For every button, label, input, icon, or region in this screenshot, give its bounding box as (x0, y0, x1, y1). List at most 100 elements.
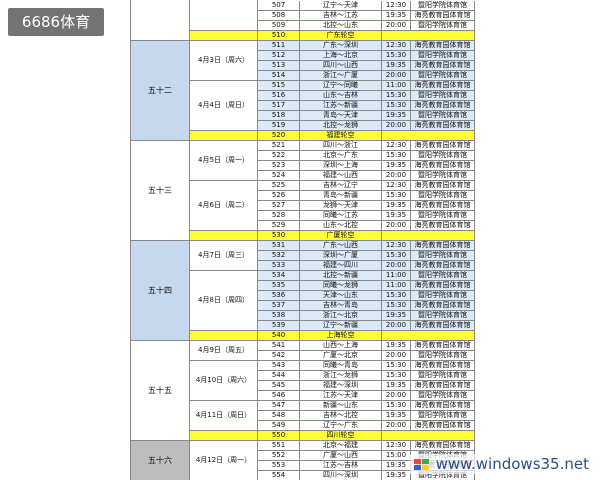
matchup: 浙江～龙狮 (300, 371, 382, 381)
time: 19:35 (382, 381, 411, 391)
bye-team: 上海轮空 (300, 331, 382, 341)
round: 五十二 (130, 41, 190, 141)
venue: 海亮教育园体育馆 (411, 121, 475, 131)
matchup: 辽宁～天津 (300, 1, 382, 11)
game-number: 511 (258, 41, 300, 51)
bye-row (382, 431, 475, 441)
time: 20:00 (382, 421, 411, 431)
time: 20:00 (382, 171, 411, 181)
bye-row (190, 131, 258, 141)
venue: 海亮教育园体育馆 (411, 401, 475, 411)
matchup: 同曦～龙狮 (300, 281, 382, 291)
game-number: 512 (258, 51, 300, 61)
matchup: 天津～山东 (300, 291, 382, 301)
time: 12:30 (382, 41, 411, 51)
time: 20:00 (382, 391, 411, 401)
time: 15:30 (382, 91, 411, 101)
matchup: 青岛～新疆 (300, 191, 382, 201)
game-number: 546 (258, 391, 300, 401)
game-number: 520 (258, 131, 300, 141)
time: 15:30 (382, 51, 411, 61)
game-number: 541 (258, 341, 300, 351)
game-number: 509 (258, 21, 300, 31)
matchup: 广东～深圳 (300, 41, 382, 51)
time: 19:35 (382, 11, 411, 21)
time: 15:30 (382, 371, 411, 381)
time: 15:30 (382, 151, 411, 161)
venue: 暨阳学院体育馆 (411, 71, 475, 81)
round (130, 0, 190, 41)
game-number: 534 (258, 271, 300, 281)
game-number: 515 (258, 81, 300, 91)
matchup: 辽宁～新疆 (300, 321, 382, 331)
time: 20:00 (382, 221, 411, 231)
time: 20:00 (382, 21, 411, 31)
matchup: 龙狮～天津 (300, 201, 382, 211)
time: 19:35 (382, 461, 411, 471)
time: 15:30 (382, 191, 411, 201)
game-number: 519 (258, 121, 300, 131)
date: 4月6日（周二） (190, 181, 258, 231)
venue: 海亮教育园体育馆 (411, 381, 475, 391)
venue: 海亮教育园体育馆 (411, 41, 475, 51)
venue: 海亮教育园体育馆 (411, 241, 475, 251)
bye-row (190, 431, 258, 441)
matchup: 四川～浙江 (300, 141, 382, 151)
venue: 暨阳学院体育馆 (411, 191, 475, 201)
matchup: 吉林～江苏 (300, 11, 382, 21)
time: 15:30 (382, 291, 411, 301)
matchup: 同曦～江苏 (300, 211, 382, 221)
venue: 海亮教育园体育馆 (411, 441, 475, 451)
venue: 暨阳学院体育馆 (411, 351, 475, 361)
bye-row (382, 131, 475, 141)
game-number: 548 (258, 411, 300, 421)
venue: 暨阳学院体育馆 (411, 51, 475, 61)
venue: 暨阳学院体育馆 (411, 111, 475, 121)
matchup: 上海～北京 (300, 51, 382, 61)
venue: 海亮教育园体育馆 (411, 81, 475, 91)
matchup: 江苏～新疆 (300, 101, 382, 111)
venue: 暨阳学院体育馆 (411, 371, 475, 381)
bye-team: 广东轮空 (300, 31, 382, 41)
game-number: 544 (258, 371, 300, 381)
logo (413, 458, 429, 470)
game-number: 514 (258, 71, 300, 81)
matchup: 北控～新疆 (300, 271, 382, 281)
date: 4月4日（周日） (190, 81, 258, 131)
game-number: 527 (258, 201, 300, 211)
time: 12:30 (382, 441, 411, 451)
game-number: 552 (258, 451, 300, 461)
matchup: 江苏～吉林 (300, 461, 382, 471)
game-number: 535 (258, 281, 300, 291)
matchup: 辽宁～广东 (300, 421, 382, 431)
time: 20:00 (382, 71, 411, 81)
bye-row (190, 31, 258, 41)
game-number: 508 (258, 11, 300, 21)
time: 20:00 (382, 261, 411, 271)
venue: 海亮教育园体育馆 (411, 61, 475, 71)
game-number: 517 (258, 101, 300, 111)
venue: 海亮教育园体育馆 (411, 321, 475, 331)
date: 4月10日（周六） (190, 361, 258, 401)
venue: 暨阳学院体育馆 (411, 391, 475, 401)
matchup: 吉林～辽宁 (300, 181, 382, 191)
venue: 海亮教育园体育馆 (411, 421, 475, 431)
round: 五十三 (130, 141, 190, 241)
date: 4月12日（周一） (190, 441, 258, 480)
bye-row (382, 231, 475, 241)
time: 20:00 (382, 351, 411, 361)
venue: 暨阳学院体育馆 (411, 311, 475, 321)
venue: 海亮教育园体育馆 (411, 301, 475, 311)
time: 19:35 (382, 311, 411, 321)
matchup: 山东～吉林 (300, 91, 382, 101)
time: 20:00 (382, 321, 411, 331)
matchup: 广东～山西 (300, 241, 382, 251)
venue: 海亮教育园体育馆 (411, 141, 475, 151)
game-number: 530 (258, 231, 300, 241)
time: 19:35 (382, 211, 411, 221)
time: 12:30 (382, 1, 411, 11)
game-number: 529 (258, 221, 300, 231)
game-number: 531 (258, 241, 300, 251)
